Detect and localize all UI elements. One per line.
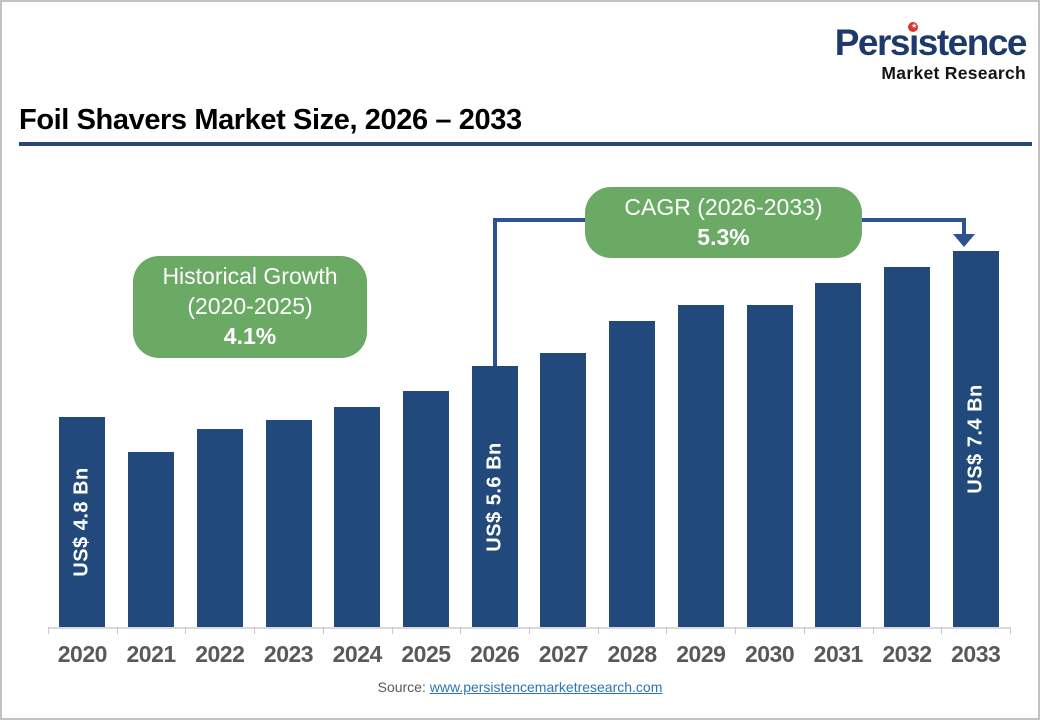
x-axis-label-2029: 2029 (676, 641, 726, 667)
source-link[interactable]: www.persistencemarketresearch.com (429, 679, 663, 695)
x-axis-label-2022: 2022 (195, 641, 245, 667)
axis-tick (322, 627, 324, 634)
x-axis-label-2020: 2020 (57, 641, 108, 667)
bar-cell-2030 (735, 305, 804, 627)
source-label: Source: (377, 679, 426, 695)
bar-2021 (128, 452, 175, 627)
brand-prefix: Pers (834, 22, 911, 63)
historical-growth-line2: (2020-2025) (187, 293, 313, 320)
axis-tick (185, 627, 187, 634)
axis-tick (1010, 627, 1011, 634)
x-axis-labels: 2020 2021 2022 2023 2024 2025 2026 2027 2028 2029… (48, 641, 1010, 668)
x-axis-label-2033: 2033 (951, 641, 1001, 667)
arrow-down-icon (952, 234, 975, 247)
cagr-line1: CAGR (2026-2033) (624, 193, 823, 220)
bar-2027 (540, 353, 587, 627)
brand-suffix: stence (917, 22, 1028, 63)
axis-tick (872, 627, 874, 634)
star-dot-icon: ★ (908, 22, 919, 32)
bar-cell-2028 (598, 321, 667, 627)
axis-tick (597, 627, 599, 634)
axis-tick (460, 627, 462, 634)
x-axis-label-2023: 2023 (263, 641, 314, 667)
brand-letter-i: ı ★ (908, 22, 919, 63)
page-title: Foil Shavers Market Size, 2026 – 2033 (19, 104, 522, 136)
bar-value-label-2020: US$ 4.8 Bn (70, 467, 93, 577)
bar-cell-2029 (666, 305, 735, 627)
brand-wordmark: Persı ★ stence (834, 22, 1028, 63)
historical-growth-callout: Historical Growth (2020-2025) 4.1% (133, 256, 367, 358)
brand-subtitle: Market Research (881, 63, 1026, 83)
bar-cell-2021 (117, 452, 186, 627)
axis-tick (116, 627, 118, 634)
bar-cell-2022 (185, 429, 254, 627)
axis-tick (803, 627, 805, 634)
title-underline (19, 142, 1032, 146)
bar-2020: US$ 4.8 Bn (59, 417, 106, 627)
source-line: Source: www.persistencemarketresearch.co… (2, 679, 1038, 695)
bar-cell-2020: US$ 4.8 Bn (48, 417, 117, 627)
bar-2025 (402, 391, 449, 627)
x-axis-label-2030: 2030 (744, 641, 795, 667)
bar-cell-2025 (392, 391, 461, 627)
bar-2033: US$ 7.4 Bn (952, 251, 999, 627)
historical-growth-value: 4.1% (223, 322, 277, 349)
x-axis-label-2027: 2027 (538, 641, 589, 667)
bar-cell-2031 (804, 283, 873, 627)
cagr-callout: CAGR (2026-2033) 5.3% (585, 187, 862, 258)
bracket-vertical-line (492, 218, 497, 366)
brand-logo: Persı ★ stence Market Research (834, 22, 1028, 84)
historical-growth-line1: Historical Growth (162, 263, 338, 290)
x-axis-label-2021: 2021 (126, 641, 176, 667)
bar-cell-2023 (254, 420, 323, 627)
bar-2022 (196, 429, 243, 627)
x-axis-label-2032: 2032 (882, 641, 932, 667)
bar-cell-2033: US$ 7.4 Bn (941, 251, 1010, 627)
bar-2030 (746, 305, 793, 627)
cagr-value: 5.3% (697, 223, 750, 250)
plot-area: US$ 4.8 Bn US$ 5.6 Bn US$ 7.4 Bn (48, 251, 1010, 627)
axis-tick (529, 627, 530, 634)
bar-2023 (265, 420, 312, 627)
axis-tick (735, 627, 737, 634)
bar-cell-2032 (873, 267, 942, 627)
bar-value-label-2033: US$ 7.4 Bn (964, 384, 987, 494)
x-axis-label-2028: 2028 (607, 641, 658, 667)
x-axis-label-2026: 2026 (470, 641, 520, 667)
bar-cell-2027 (529, 353, 598, 627)
bar-2028 (609, 321, 656, 627)
axis-tick (941, 627, 943, 634)
bracket-arrow-stem (961, 222, 966, 234)
x-axis-label-2024: 2024 (332, 641, 383, 667)
axis-tick (391, 627, 393, 634)
axis-tick (254, 627, 256, 634)
bar-cell-2024 (323, 407, 392, 627)
bar-value-label-2026: US$ 5.6 Bn (483, 441, 506, 552)
bar-2026: US$ 5.6 Bn (471, 366, 518, 627)
axis-tick (666, 627, 668, 634)
bar-cell-2026: US$ 5.6 Bn (460, 366, 529, 627)
x-axis-label-2031: 2031 (813, 641, 864, 667)
bar-2031 (815, 283, 862, 627)
bar-2032 (883, 267, 930, 627)
bar-2029 (677, 305, 724, 627)
axis-tick (48, 627, 49, 634)
x-axis-label-2025: 2025 (401, 641, 451, 667)
bar-2024 (334, 407, 381, 627)
